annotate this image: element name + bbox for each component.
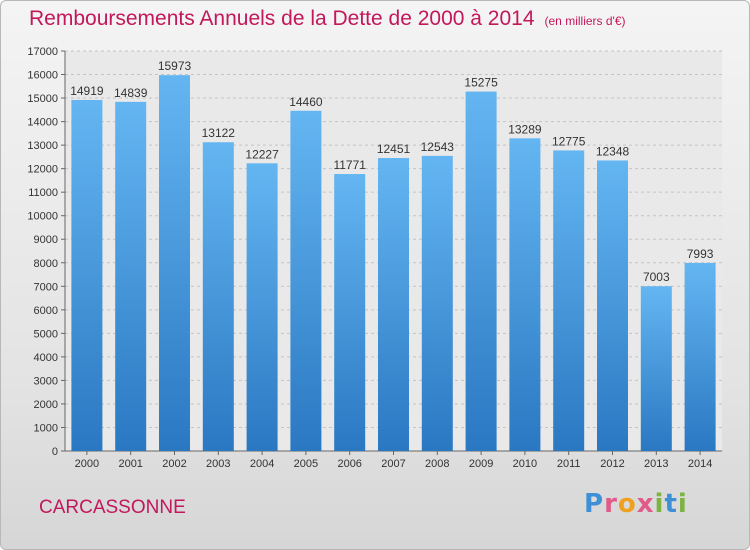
bar (71, 99, 103, 451)
bar (465, 91, 497, 452)
x-tick-label: 2010 (513, 458, 537, 470)
x-tick-label: 2004 (250, 458, 274, 470)
x-tick-label: 2009 (469, 458, 493, 470)
logo-letter: o (617, 489, 637, 519)
x-tick-label: 2001 (118, 458, 142, 470)
logo-letter: t (664, 489, 678, 519)
labels: 14919 14839 15973 13122 12227 14460 11771 12451… (70, 59, 714, 284)
value-label: 15973 (158, 59, 192, 73)
value-label: 15275 (464, 76, 498, 90)
y-tick-label: 2000 (34, 399, 58, 411)
bar (421, 155, 453, 451)
y-tick-label: 0 (52, 446, 58, 458)
y-tick-label: 5000 (34, 328, 58, 340)
bar (246, 163, 278, 451)
y-tick-label: 1000 (34, 422, 58, 434)
bar (684, 262, 716, 451)
y-tick-label: 3000 (34, 375, 58, 387)
value-label: 7003 (643, 270, 670, 284)
bar (115, 101, 147, 452)
x-tick-label: 2007 (381, 458, 405, 470)
value-label: 13122 (202, 126, 236, 140)
bar (378, 158, 409, 452)
y-tick-label: 11000 (28, 187, 58, 199)
logo-letter: x (636, 489, 655, 519)
x-tick-label: 2002 (162, 458, 186, 470)
value-label: 14839 (114, 86, 148, 100)
x-tick-label: 2011 (557, 458, 581, 470)
logo-letter: P (584, 489, 605, 519)
value-label: 12348 (596, 144, 630, 158)
logo-letter: i (677, 489, 688, 519)
logo-letter: i (654, 489, 665, 519)
x-tick-label: 2006 (337, 458, 361, 470)
proxiti-logo[interactable]: Proxiti (584, 489, 688, 519)
y-tick-label: 10000 (27, 211, 58, 223)
value-label: 12227 (245, 147, 279, 161)
y-tick-label: 9000 (34, 234, 58, 246)
y-tick-label: 15000 (27, 93, 58, 105)
bar (202, 142, 234, 451)
y-tick-label: 13000 (27, 140, 58, 152)
value-label: 7993 (687, 247, 714, 261)
x-tick-label: 2000 (75, 458, 99, 470)
bar (509, 138, 541, 452)
city-name: CARCASSONNE (39, 497, 186, 518)
bar (334, 174, 366, 452)
y-tick-label: 7000 (34, 281, 58, 293)
x-tick-label: 2012 (600, 458, 624, 470)
y-tick-label: 14000 (27, 117, 58, 129)
x-tick-label: 2013 (644, 458, 668, 470)
value-label: 12775 (552, 134, 586, 148)
value-label: 14460 (289, 95, 323, 109)
value-label: 14919 (70, 84, 104, 98)
bars (71, 75, 716, 452)
y-tick-label: 8000 (34, 258, 58, 270)
y-tick-label: 16000 (27, 70, 58, 82)
bar (553, 150, 585, 452)
chart-title: Remboursements Annuels de la Dette de 20… (29, 7, 626, 31)
x-tick-label: 2008 (425, 458, 449, 470)
y-tick-label: 17000 (27, 46, 58, 58)
value-label: 11771 (333, 158, 366, 172)
chart-subtitle: (en milliers d'€) (544, 14, 626, 28)
chart-title-text: Remboursements Annuels de la Dette de 20… (29, 7, 535, 30)
bar (159, 75, 190, 451)
x-tick-label: 2003 (206, 458, 230, 470)
bar (290, 110, 322, 451)
x-tick-label: 2014 (688, 458, 712, 470)
x-tick-label: 2005 (294, 458, 318, 470)
logo-letter: r (604, 489, 618, 519)
value-label: 12543 (421, 140, 455, 154)
y-tick-label: 6000 (34, 305, 58, 317)
y-tick-label: 12000 (27, 164, 58, 176)
value-label: 13289 (508, 122, 542, 136)
value-label: 12451 (377, 142, 411, 156)
bar (640, 286, 672, 451)
y-tick-label: 4000 (34, 352, 58, 364)
bar (597, 160, 628, 452)
